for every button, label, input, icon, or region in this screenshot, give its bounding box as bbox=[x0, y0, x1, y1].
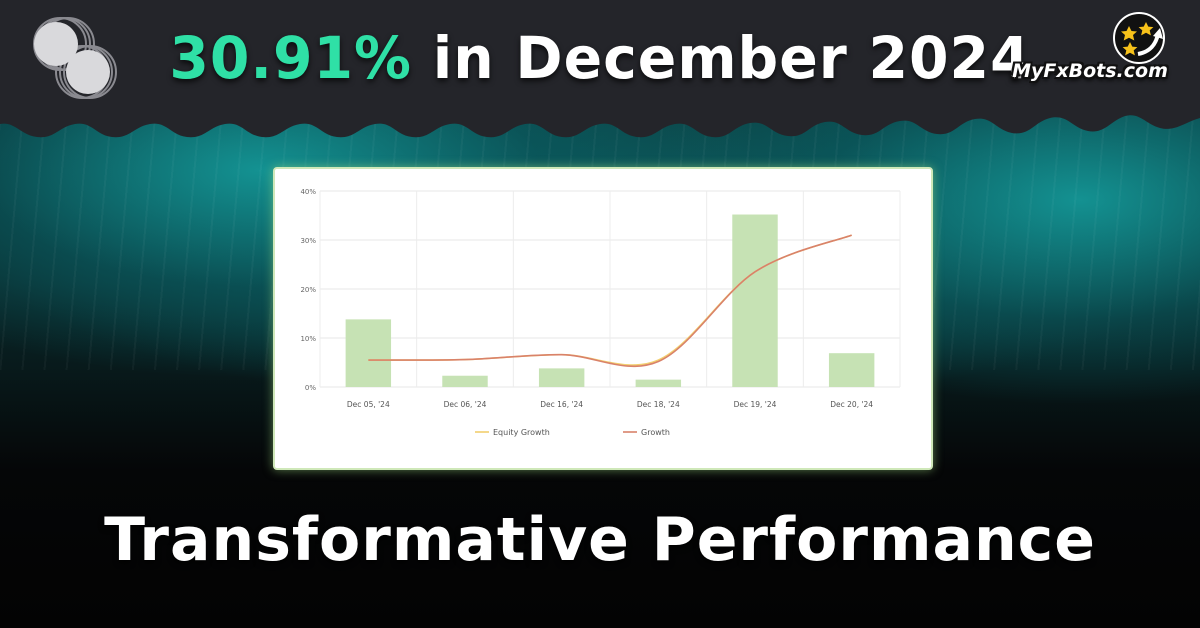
stars-arrow-icon bbox=[1113, 12, 1165, 64]
headline-rest: in December 2024 bbox=[411, 24, 1031, 92]
bar bbox=[828, 353, 875, 387]
bar bbox=[538, 368, 585, 387]
legend-label: Equity Growth bbox=[493, 428, 550, 437]
chart-card: 0% 10% 20% 30% 40% Dec 05, '24 Dec 06, '24 Dec … bbox=[273, 167, 933, 470]
headline-highlight: 30.91% bbox=[169, 24, 412, 92]
headline: 30.91% in December 2024 bbox=[12, 18, 1188, 98]
growth-chart: 0% 10% 20% 30% 40% Dec 05, '24 Dec 06, '24 Dec … bbox=[300, 188, 901, 437]
x-tick-label: Dec 06, '24 bbox=[444, 400, 487, 409]
brand-logo: MyFxBots.com bbox=[1000, 8, 1180, 108]
x-tick-label: Dec 05, '24 bbox=[347, 400, 390, 409]
y-tick-label: 10% bbox=[300, 335, 316, 343]
bar bbox=[442, 375, 488, 387]
bar bbox=[635, 379, 682, 387]
overlapping-circles-logo bbox=[33, 17, 117, 99]
y-tick-label: 0% bbox=[305, 384, 316, 392]
subtitle: Transformative Performance bbox=[104, 505, 1096, 575]
x-tick-label: Dec 19, '24 bbox=[734, 400, 777, 409]
dripping-top-band bbox=[0, 0, 1200, 138]
y-tick-label: 40% bbox=[300, 188, 316, 196]
bar bbox=[345, 319, 392, 387]
bar bbox=[732, 214, 778, 387]
x-tick-label: Dec 16, '24 bbox=[540, 400, 583, 409]
x-tick-label: Dec 18, '24 bbox=[637, 400, 680, 409]
y-tick-label: 30% bbox=[300, 237, 316, 245]
series-line-growth bbox=[368, 234, 852, 368]
brand-name: MyFxBots.com bbox=[1012, 60, 1168, 82]
x-tick-label: Dec 20, '24 bbox=[830, 400, 873, 409]
y-tick-label: 20% bbox=[300, 286, 316, 294]
legend-label: Growth bbox=[641, 428, 670, 437]
